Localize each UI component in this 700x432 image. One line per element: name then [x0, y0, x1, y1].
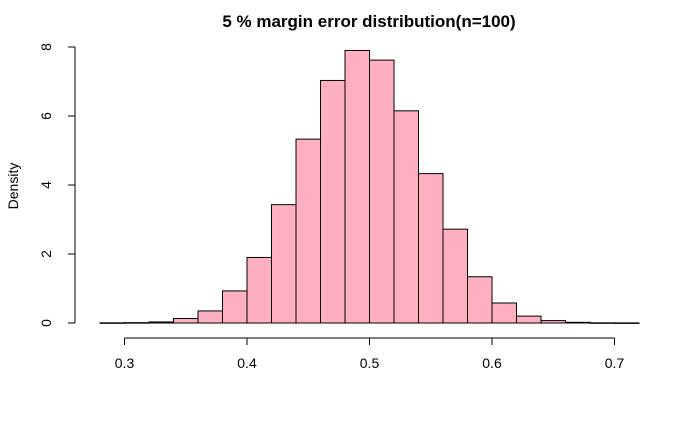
histogram-bar-12: [393, 110, 419, 324]
x-tick-label-4: 0.7: [605, 355, 625, 371]
y-axis-label: Density: [5, 163, 21, 210]
x-tick-label-0: 0.3: [115, 355, 135, 371]
y-tick-label-4: 8: [38, 43, 54, 51]
histogram-bar-15: [467, 276, 493, 324]
histogram-bar-3: [173, 318, 199, 324]
histogram-bar-5: [222, 290, 248, 324]
histogram-bar-8: [295, 138, 321, 324]
histogram-bar-0: [99, 322, 125, 324]
histogram-bar-6: [246, 256, 272, 324]
x-tick-label-2: 0.5: [360, 355, 380, 371]
histogram-bars: [99, 49, 640, 324]
y-tick-label-3: 6: [38, 112, 54, 120]
histogram-bar-21: [614, 322, 640, 324]
histogram-bar-14: [442, 228, 468, 324]
chart-title: 5 % margin error distribution(n=100): [222, 12, 515, 31]
histogram-bar-16: [491, 302, 517, 324]
histogram-bar-10: [344, 49, 370, 324]
histogram-bar-2: [148, 321, 174, 324]
x-axis: 0.3 0.4 0.5 0.6 0.7: [115, 337, 625, 371]
histogram-bar-19: [565, 321, 591, 324]
y-tick-label-0: 0: [38, 319, 54, 327]
histogram-bar-4: [197, 310, 223, 324]
histogram-bar-13: [418, 173, 444, 324]
y-tick-label-2: 4: [38, 181, 54, 189]
histogram-bar-9: [320, 79, 346, 324]
x-tick-label-3: 0.6: [482, 355, 502, 371]
histogram-bar-7: [271, 204, 297, 324]
histogram-bar-1: [124, 322, 150, 324]
histogram-bar-11: [369, 59, 395, 324]
histogram-bar-18: [540, 320, 566, 324]
x-tick-label-1: 0.4: [237, 355, 257, 371]
histogram-bar-20: [589, 322, 615, 324]
histogram-bar-17: [516, 315, 542, 324]
y-tick-label-1: 2: [38, 250, 54, 258]
y-axis: 0 2 4 6 8: [38, 43, 76, 327]
